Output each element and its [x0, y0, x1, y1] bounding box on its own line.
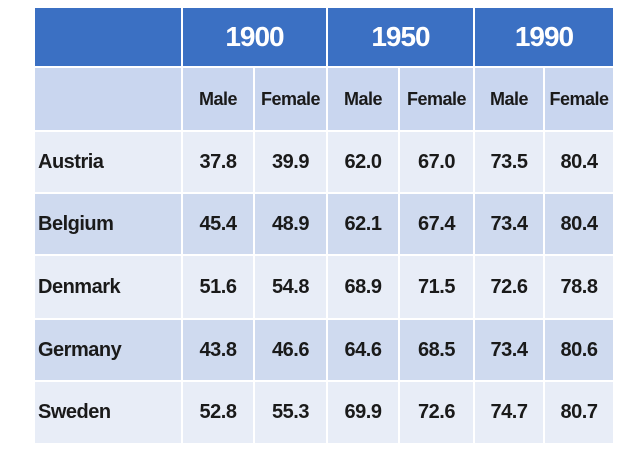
value-cell: 48.9 — [255, 194, 328, 256]
corner-cell — [35, 68, 183, 132]
sex-header: Male — [328, 68, 400, 132]
value-cell: 71.5 — [400, 256, 475, 320]
value-cell: 64.6 — [328, 320, 400, 382]
value-cell: 62.1 — [328, 194, 400, 256]
value-cell: 73.5 — [475, 132, 545, 194]
value-cell: 62.0 — [328, 132, 400, 194]
life-expectancy-table: 1900 1950 1990 Male Female Male Female Male Fema… — [35, 8, 615, 445]
value-cell: 67.4 — [400, 194, 475, 256]
value-cell: 73.4 — [475, 194, 545, 256]
value-cell: 52.8 — [183, 382, 255, 445]
value-cell: 69.9 — [328, 382, 400, 445]
country-label: Germany — [35, 320, 183, 382]
value-cell: 39.9 — [255, 132, 328, 194]
country-label: Austria — [35, 132, 183, 194]
corner-cell — [35, 8, 183, 68]
country-label: Denmark — [35, 256, 183, 320]
sex-header: Male — [183, 68, 255, 132]
country-label: Sweden — [35, 382, 183, 445]
value-cell: 80.4 — [545, 132, 615, 194]
value-cell: 54.8 — [255, 256, 328, 320]
sex-header: Female — [545, 68, 615, 132]
value-cell: 72.6 — [475, 256, 545, 320]
year-header: 1900 — [183, 8, 328, 68]
value-cell: 68.5 — [400, 320, 475, 382]
value-cell: 80.6 — [545, 320, 615, 382]
value-cell: 46.6 — [255, 320, 328, 382]
sex-header: Male — [475, 68, 545, 132]
value-cell: 68.9 — [328, 256, 400, 320]
country-label: Belgium — [35, 194, 183, 256]
year-header: 1990 — [475, 8, 615, 68]
value-cell: 51.6 — [183, 256, 255, 320]
value-cell: 43.8 — [183, 320, 255, 382]
sex-header: Female — [400, 68, 475, 132]
value-cell: 67.0 — [400, 132, 475, 194]
value-cell: 73.4 — [475, 320, 545, 382]
value-cell: 74.7 — [475, 382, 545, 445]
year-header: 1950 — [328, 8, 475, 68]
value-cell: 55.3 — [255, 382, 328, 445]
value-cell: 78.8 — [545, 256, 615, 320]
value-cell: 72.6 — [400, 382, 475, 445]
value-cell: 45.4 — [183, 194, 255, 256]
value-cell: 37.8 — [183, 132, 255, 194]
value-cell: 80.4 — [545, 194, 615, 256]
value-cell: 80.7 — [545, 382, 615, 445]
sex-header: Female — [255, 68, 328, 132]
